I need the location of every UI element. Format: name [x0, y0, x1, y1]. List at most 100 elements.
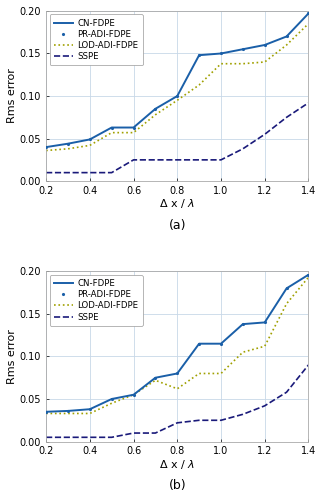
Line: SSPE: SSPE	[46, 103, 308, 172]
PR-ADI-FDPE	[263, 320, 267, 326]
Legend: CN-FDPE, PR-ADI-FDPE, LOD-ADI-FDPE, SSPE: CN-FDPE, PR-ADI-FDPE, LOD-ADI-FDPE, SSPE	[49, 275, 142, 326]
SSPE	[197, 418, 201, 424]
LOD-ADI-FDPE	[241, 60, 245, 66]
SSPE	[263, 132, 267, 138]
SSPE	[153, 430, 157, 436]
SSPE	[219, 418, 223, 424]
SSPE	[285, 389, 288, 395]
PR-ADI-FDPE	[175, 370, 179, 376]
CN-FDPE	[307, 272, 310, 278]
SSPE	[263, 403, 267, 409]
PR-ADI-FDPE	[88, 136, 92, 142]
PR-ADI-FDPE	[175, 93, 179, 99]
CN-FDPE	[110, 396, 114, 402]
CN-FDPE	[153, 106, 157, 112]
SSPE	[110, 170, 114, 175]
CN-FDPE	[241, 46, 245, 52]
SSPE	[131, 157, 135, 163]
LOD-ADI-FDPE	[66, 410, 70, 416]
Line: CN-FDPE: CN-FDPE	[46, 275, 308, 412]
CN-FDPE	[44, 144, 48, 150]
PR-ADI-FDPE	[241, 321, 245, 327]
SSPE	[88, 170, 92, 175]
PR-ADI-FDPE	[110, 396, 114, 402]
PR-ADI-FDPE	[307, 272, 310, 278]
PR-ADI-FDPE	[88, 406, 92, 412]
PR-ADI-FDPE	[44, 144, 48, 150]
Line: PR-ADI-FDPE: PR-ADI-FDPE	[44, 273, 310, 414]
CN-FDPE	[88, 406, 92, 412]
SSPE	[175, 420, 179, 426]
LOD-ADI-FDPE	[197, 370, 201, 376]
SSPE	[197, 157, 201, 163]
CN-FDPE	[88, 136, 92, 142]
LOD-ADI-FDPE	[175, 98, 179, 103]
LOD-ADI-FDPE	[263, 59, 267, 65]
LOD-ADI-FDPE	[153, 378, 157, 384]
CN-FDPE	[263, 42, 267, 48]
SSPE	[44, 170, 48, 175]
LOD-ADI-FDPE	[131, 392, 135, 398]
PR-ADI-FDPE	[307, 10, 310, 16]
LOD-ADI-FDPE	[153, 112, 157, 118]
SSPE	[219, 157, 223, 163]
CN-FDPE	[66, 408, 70, 414]
LOD-ADI-FDPE	[88, 410, 92, 416]
SSPE	[307, 100, 310, 106]
PR-ADI-FDPE	[44, 409, 48, 415]
PR-ADI-FDPE	[241, 46, 245, 52]
LOD-ADI-FDPE	[263, 343, 267, 349]
SSPE	[307, 362, 310, 368]
PR-ADI-FDPE	[197, 340, 201, 346]
CN-FDPE	[66, 140, 70, 146]
PR-ADI-FDPE	[66, 140, 70, 146]
SSPE	[175, 157, 179, 163]
Line: LOD-ADI-FDPE: LOD-ADI-FDPE	[46, 278, 308, 413]
PR-ADI-FDPE	[219, 50, 223, 56]
PR-ADI-FDPE	[197, 52, 201, 58]
PR-ADI-FDPE	[131, 124, 135, 130]
CN-FDPE	[153, 374, 157, 380]
CN-FDPE	[197, 52, 201, 58]
CN-FDPE	[307, 10, 310, 16]
PR-ADI-FDPE	[153, 106, 157, 112]
PR-ADI-FDPE	[110, 124, 114, 130]
LOD-ADI-FDPE	[110, 400, 114, 406]
Line: PR-ADI-FDPE: PR-ADI-FDPE	[44, 12, 310, 149]
PR-ADI-FDPE	[131, 392, 135, 398]
CN-FDPE	[175, 370, 179, 376]
LOD-ADI-FDPE	[285, 300, 288, 306]
SSPE	[88, 434, 92, 440]
Text: (a): (a)	[169, 218, 186, 232]
CN-FDPE	[285, 34, 288, 40]
PR-ADI-FDPE	[285, 34, 288, 40]
PR-ADI-FDPE	[219, 340, 223, 346]
SSPE	[153, 157, 157, 163]
Legend: CN-FDPE, PR-ADI-FDPE, LOD-ADI-FDPE, SSPE: CN-FDPE, PR-ADI-FDPE, LOD-ADI-FDPE, SSPE	[49, 14, 142, 66]
PR-ADI-FDPE	[66, 408, 70, 414]
SSPE	[241, 412, 245, 418]
LOD-ADI-FDPE	[44, 410, 48, 416]
SSPE	[66, 170, 70, 175]
CN-FDPE	[263, 320, 267, 326]
Y-axis label: Rms error: Rms error	[7, 329, 17, 384]
LOD-ADI-FDPE	[241, 349, 245, 355]
SSPE	[131, 430, 135, 436]
SSPE	[66, 434, 70, 440]
Line: CN-FDPE: CN-FDPE	[46, 14, 308, 147]
CN-FDPE	[131, 392, 135, 398]
X-axis label: $\Delta$ x / $\lambda$: $\Delta$ x / $\lambda$	[159, 458, 195, 471]
LOD-ADI-FDPE	[219, 370, 223, 376]
CN-FDPE	[241, 321, 245, 327]
Line: LOD-ADI-FDPE: LOD-ADI-FDPE	[46, 24, 308, 150]
X-axis label: $\Delta$ x / $\lambda$: $\Delta$ x / $\lambda$	[159, 198, 195, 210]
LOD-ADI-FDPE	[175, 386, 179, 392]
LOD-ADI-FDPE	[88, 142, 92, 148]
LOD-ADI-FDPE	[197, 82, 201, 88]
CN-FDPE	[110, 124, 114, 130]
SSPE	[110, 434, 114, 440]
LOD-ADI-FDPE	[131, 130, 135, 136]
Line: SSPE: SSPE	[46, 365, 308, 438]
SSPE	[241, 146, 245, 152]
PR-ADI-FDPE	[285, 286, 288, 292]
